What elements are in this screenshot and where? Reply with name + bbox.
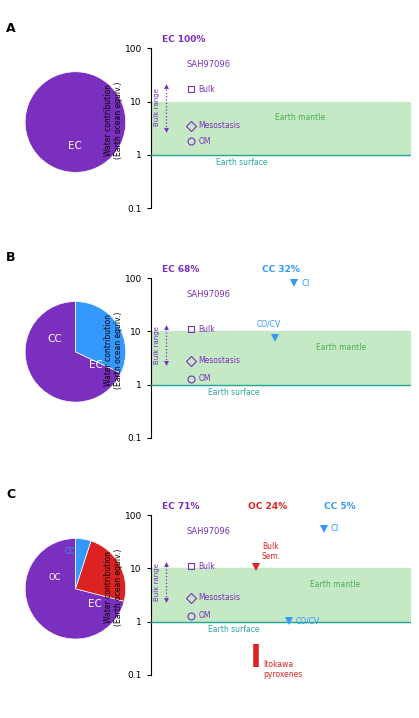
Text: CC: CC — [48, 334, 62, 344]
Text: EC: EC — [68, 141, 83, 151]
Text: Bulk range: Bulk range — [154, 564, 160, 601]
Text: CI: CI — [331, 524, 339, 533]
Text: SAH97096: SAH97096 — [186, 289, 230, 299]
Wedge shape — [75, 538, 91, 589]
Text: OC: OC — [48, 573, 60, 582]
Wedge shape — [75, 541, 126, 601]
Text: Bulk range: Bulk range — [154, 88, 160, 126]
Text: Bulk: Bulk — [198, 561, 215, 571]
Text: Earth surface: Earth surface — [208, 625, 259, 634]
Bar — [151, 102, 411, 155]
Text: CC: CC — [64, 547, 75, 556]
Text: EC 100%: EC 100% — [162, 35, 205, 45]
Text: SAH97096: SAH97096 — [186, 60, 230, 69]
Text: A: A — [6, 22, 16, 34]
Text: Bulk range: Bulk range — [154, 327, 160, 364]
Bar — [151, 332, 411, 385]
Text: Earth surface: Earth surface — [208, 388, 259, 397]
Text: Mesostasis: Mesostasis — [198, 121, 240, 131]
Text: Itokawa
pyroxenes: Itokawa pyroxenes — [263, 660, 303, 679]
Text: Earth mantle: Earth mantle — [316, 343, 366, 352]
Text: OM: OM — [198, 374, 211, 383]
Text: CC 5%: CC 5% — [324, 502, 356, 511]
Y-axis label: Water contribution
(Earth ocean equiv.): Water contribution (Earth ocean equiv.) — [104, 549, 123, 625]
Wedge shape — [75, 302, 126, 373]
Text: CO/CV: CO/CV — [256, 320, 281, 329]
Text: B: B — [6, 251, 16, 264]
Wedge shape — [25, 302, 121, 402]
Text: Mesostasis: Mesostasis — [198, 593, 240, 602]
Text: SAH97096: SAH97096 — [186, 526, 230, 536]
Text: Bulk: Bulk — [198, 325, 215, 334]
Text: C: C — [6, 488, 16, 501]
Text: OC 24%: OC 24% — [248, 502, 287, 511]
Wedge shape — [25, 72, 126, 172]
Text: CC 32%: CC 32% — [262, 265, 300, 274]
Text: Mesostasis: Mesostasis — [198, 356, 240, 365]
Text: EC: EC — [88, 599, 101, 609]
Text: CO/CV: CO/CV — [296, 616, 320, 625]
Wedge shape — [25, 538, 124, 639]
Text: Earth surface: Earth surface — [216, 158, 267, 167]
Text: EC 68%: EC 68% — [162, 265, 199, 274]
Text: Earth mantle: Earth mantle — [275, 113, 326, 122]
Text: Bulk: Bulk — [198, 85, 215, 94]
Text: EC 71%: EC 71% — [162, 502, 199, 511]
Bar — [151, 569, 411, 622]
Text: EC: EC — [89, 360, 103, 370]
Y-axis label: Water contribution
(Earth ocean equiv.): Water contribution (Earth ocean equiv.) — [104, 312, 123, 388]
Y-axis label: Water contribution
(Earth ocean equiv.): Water contribution (Earth ocean equiv.) — [104, 82, 123, 159]
Text: OM: OM — [198, 137, 211, 146]
Text: CI: CI — [301, 279, 309, 288]
Text: Bulk
Sem.: Bulk Sem. — [262, 542, 281, 561]
Text: Earth mantle: Earth mantle — [310, 580, 361, 589]
Text: OM: OM — [198, 611, 211, 620]
